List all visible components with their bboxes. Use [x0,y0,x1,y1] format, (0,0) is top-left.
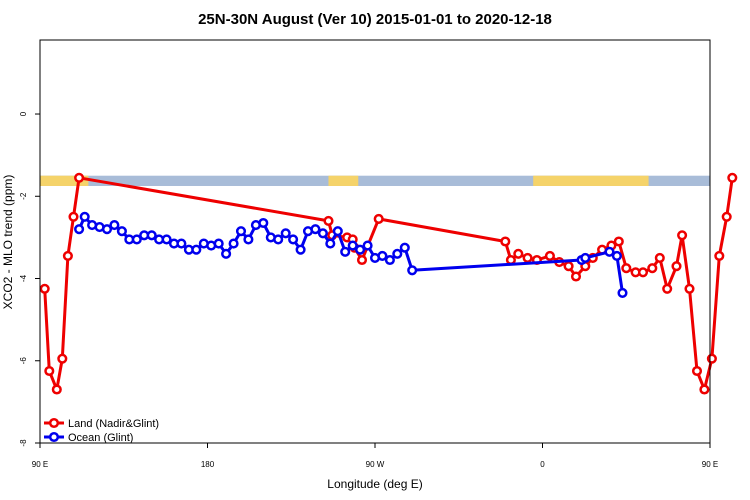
series-land-point [621,263,632,274]
series-land-point [706,353,717,364]
series-ocean-point [131,234,142,245]
series-land-point [323,215,334,226]
series-land-point [500,236,511,247]
series-ocean-point [377,250,388,261]
chart-title: 25N-30N August (Ver 10) 2015-01-01 to 20… [198,11,552,28]
series-ocean-point [355,244,366,255]
series-ocean-point [399,242,410,253]
x-tick-label: 90 E [702,460,718,469]
series-land-point [563,261,574,272]
series-land-point [51,384,62,395]
series-land-point [637,267,649,278]
y-tick-label: 0 [19,111,28,116]
series-land-point [714,250,725,261]
series-land-point [677,230,688,241]
series-layer [39,172,738,395]
land-sea-band [40,175,710,186]
series-land-point [727,172,738,183]
series-ocean-point [407,265,418,276]
land-segment [40,175,89,186]
series-land-point [62,250,73,261]
series-ocean-point [392,248,403,259]
series-ocean-point [176,238,187,249]
series-ocean-point [109,220,120,231]
series-land-point [39,283,50,294]
series-ocean-point [604,246,615,257]
series-land-point [647,263,658,274]
x-tick-label: 90 E [32,460,48,469]
series-ocean-point [191,244,202,255]
series-ocean [74,211,628,298]
series-ocean-point [384,254,395,266]
series-land-point [44,365,55,377]
series-land-point [684,283,695,294]
legend-land-label: Land (Nadir&Glint) [68,418,159,430]
legend-land-marker [48,417,60,429]
series-ocean-point [146,230,157,241]
series-ocean-point [116,226,127,237]
sea-band [40,175,710,186]
y-tick-label: -6 [19,357,28,365]
series-ocean-point [310,224,321,235]
series-land-point [373,213,384,224]
series-ocean-point [347,240,358,251]
series-land-point [662,283,673,294]
series-land-point [522,252,533,263]
series-ocean-point [280,228,291,239]
series-land-point [544,250,555,261]
legend-ocean-marker [48,431,60,443]
series-land-point [68,211,79,222]
series-ocean-point [161,234,172,245]
series-land-point [57,353,68,364]
series-ocean-point [221,248,232,259]
series-ocean-point [273,234,284,245]
series-land-point [513,248,524,259]
y-tick-label: -8 [19,439,28,447]
series-ocean-point [101,224,113,235]
land-segment [328,175,359,186]
series-ocean-point [317,228,328,239]
series-land-point [699,384,710,395]
series-land-point [671,261,682,272]
series-ocean-point [362,240,373,251]
y-tick-label: -2 [19,192,28,200]
x-axis: 90 E 180 90 W 0 90 E [32,443,718,469]
series-land [39,172,738,395]
legend: Land (Nadir&Glint) Ocean (Glint) [44,417,159,444]
series-land-line [43,176,734,391]
series-ocean-point [258,217,269,229]
series-ocean-point [325,238,336,249]
series-ocean-point [295,244,306,255]
land-segment [533,175,649,186]
series-land-point [570,271,582,282]
series-land-point [74,172,85,183]
y-axis: -8 -6 -4 -2 0 [19,111,40,447]
series-land-point [613,236,624,247]
legend-ocean-label: Ocean (Glint) [68,432,133,444]
series-land-point [356,254,368,266]
series-ocean-point [235,226,247,237]
x-axis-label: Longitude (deg E) [327,477,422,491]
y-tick-label: -4 [19,274,28,282]
y-axis-label: XCO2 - MLO trend (ppm) [1,175,15,310]
series-land-point [654,252,665,263]
series-ocean-point [243,234,254,245]
series-land-point [691,365,703,377]
x-tick-label: 0 [540,460,545,469]
x-tick-label: 90 W [366,460,385,469]
series-ocean-point [213,238,224,249]
series-ocean-point [611,250,622,261]
series-ocean-point [580,252,591,263]
series-ocean-point [74,224,85,235]
series-ocean-point [228,238,239,249]
series-ocean-point [79,211,90,222]
series-ocean-line [77,215,624,294]
series-land-point [721,211,732,222]
series-ocean-point [340,246,351,257]
x-tick-label: 180 [201,460,215,469]
series-ocean-point [617,287,628,298]
series-ocean-point [288,234,299,245]
series-ocean-point [332,226,343,237]
